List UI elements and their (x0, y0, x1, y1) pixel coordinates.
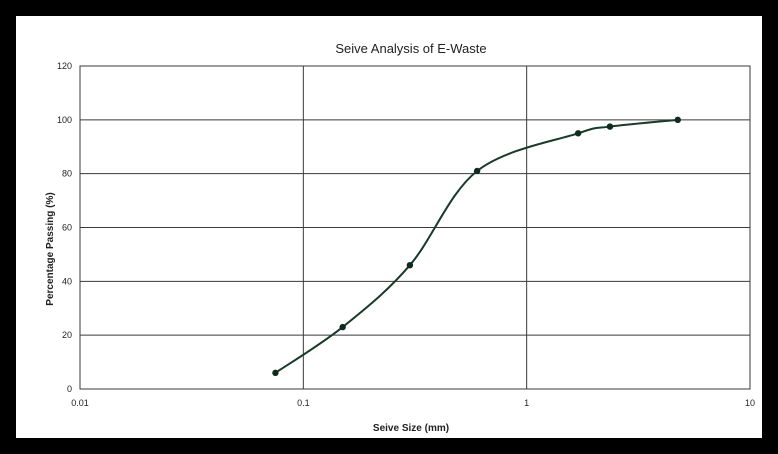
chart-frame: Seive Analysis of E-Waste 0 20 40 60 80 100 12… (6, 6, 772, 448)
data-point (606, 123, 614, 130)
series (272, 116, 681, 377)
y-tick-label: 20 (62, 330, 72, 340)
x-tick-label: 1 (524, 398, 529, 408)
y-tick-label: 60 (62, 223, 72, 233)
chart-svg: Seive Analysis of E-Waste 0 20 40 60 80 100 12… (45, 41, 755, 434)
data-point (406, 261, 414, 269)
grid (79, 65, 751, 390)
chart-title: Seive Analysis of E-Waste (335, 41, 486, 56)
x-axis-title: Seive Size (mm) (373, 423, 449, 434)
data-point (272, 369, 279, 377)
y-tick-label: 0 (67, 384, 72, 394)
y-tick-label: 80 (62, 169, 72, 179)
y-axis-title: Percentage Passing (%) (45, 192, 56, 305)
y-tick-label: 100 (57, 115, 72, 125)
chart-area: Seive Analysis of E-Waste 0 20 40 60 80 100 12… (14, 14, 764, 440)
data-point (339, 323, 346, 331)
x-tick-label: 10 (745, 398, 755, 408)
data-point (473, 167, 481, 175)
y-tick-label: 120 (57, 61, 72, 71)
x-tick-label: 0.1 (297, 398, 310, 408)
x-tick-label: 0.01 (71, 398, 89, 408)
plot-border (79, 65, 751, 390)
y-tick-label: 40 (62, 276, 72, 286)
data-point (574, 130, 582, 137)
tick-labels: 0 20 40 60 80 100 120 0.01 0.1 1 10 (57, 61, 755, 408)
data-point (674, 116, 681, 124)
